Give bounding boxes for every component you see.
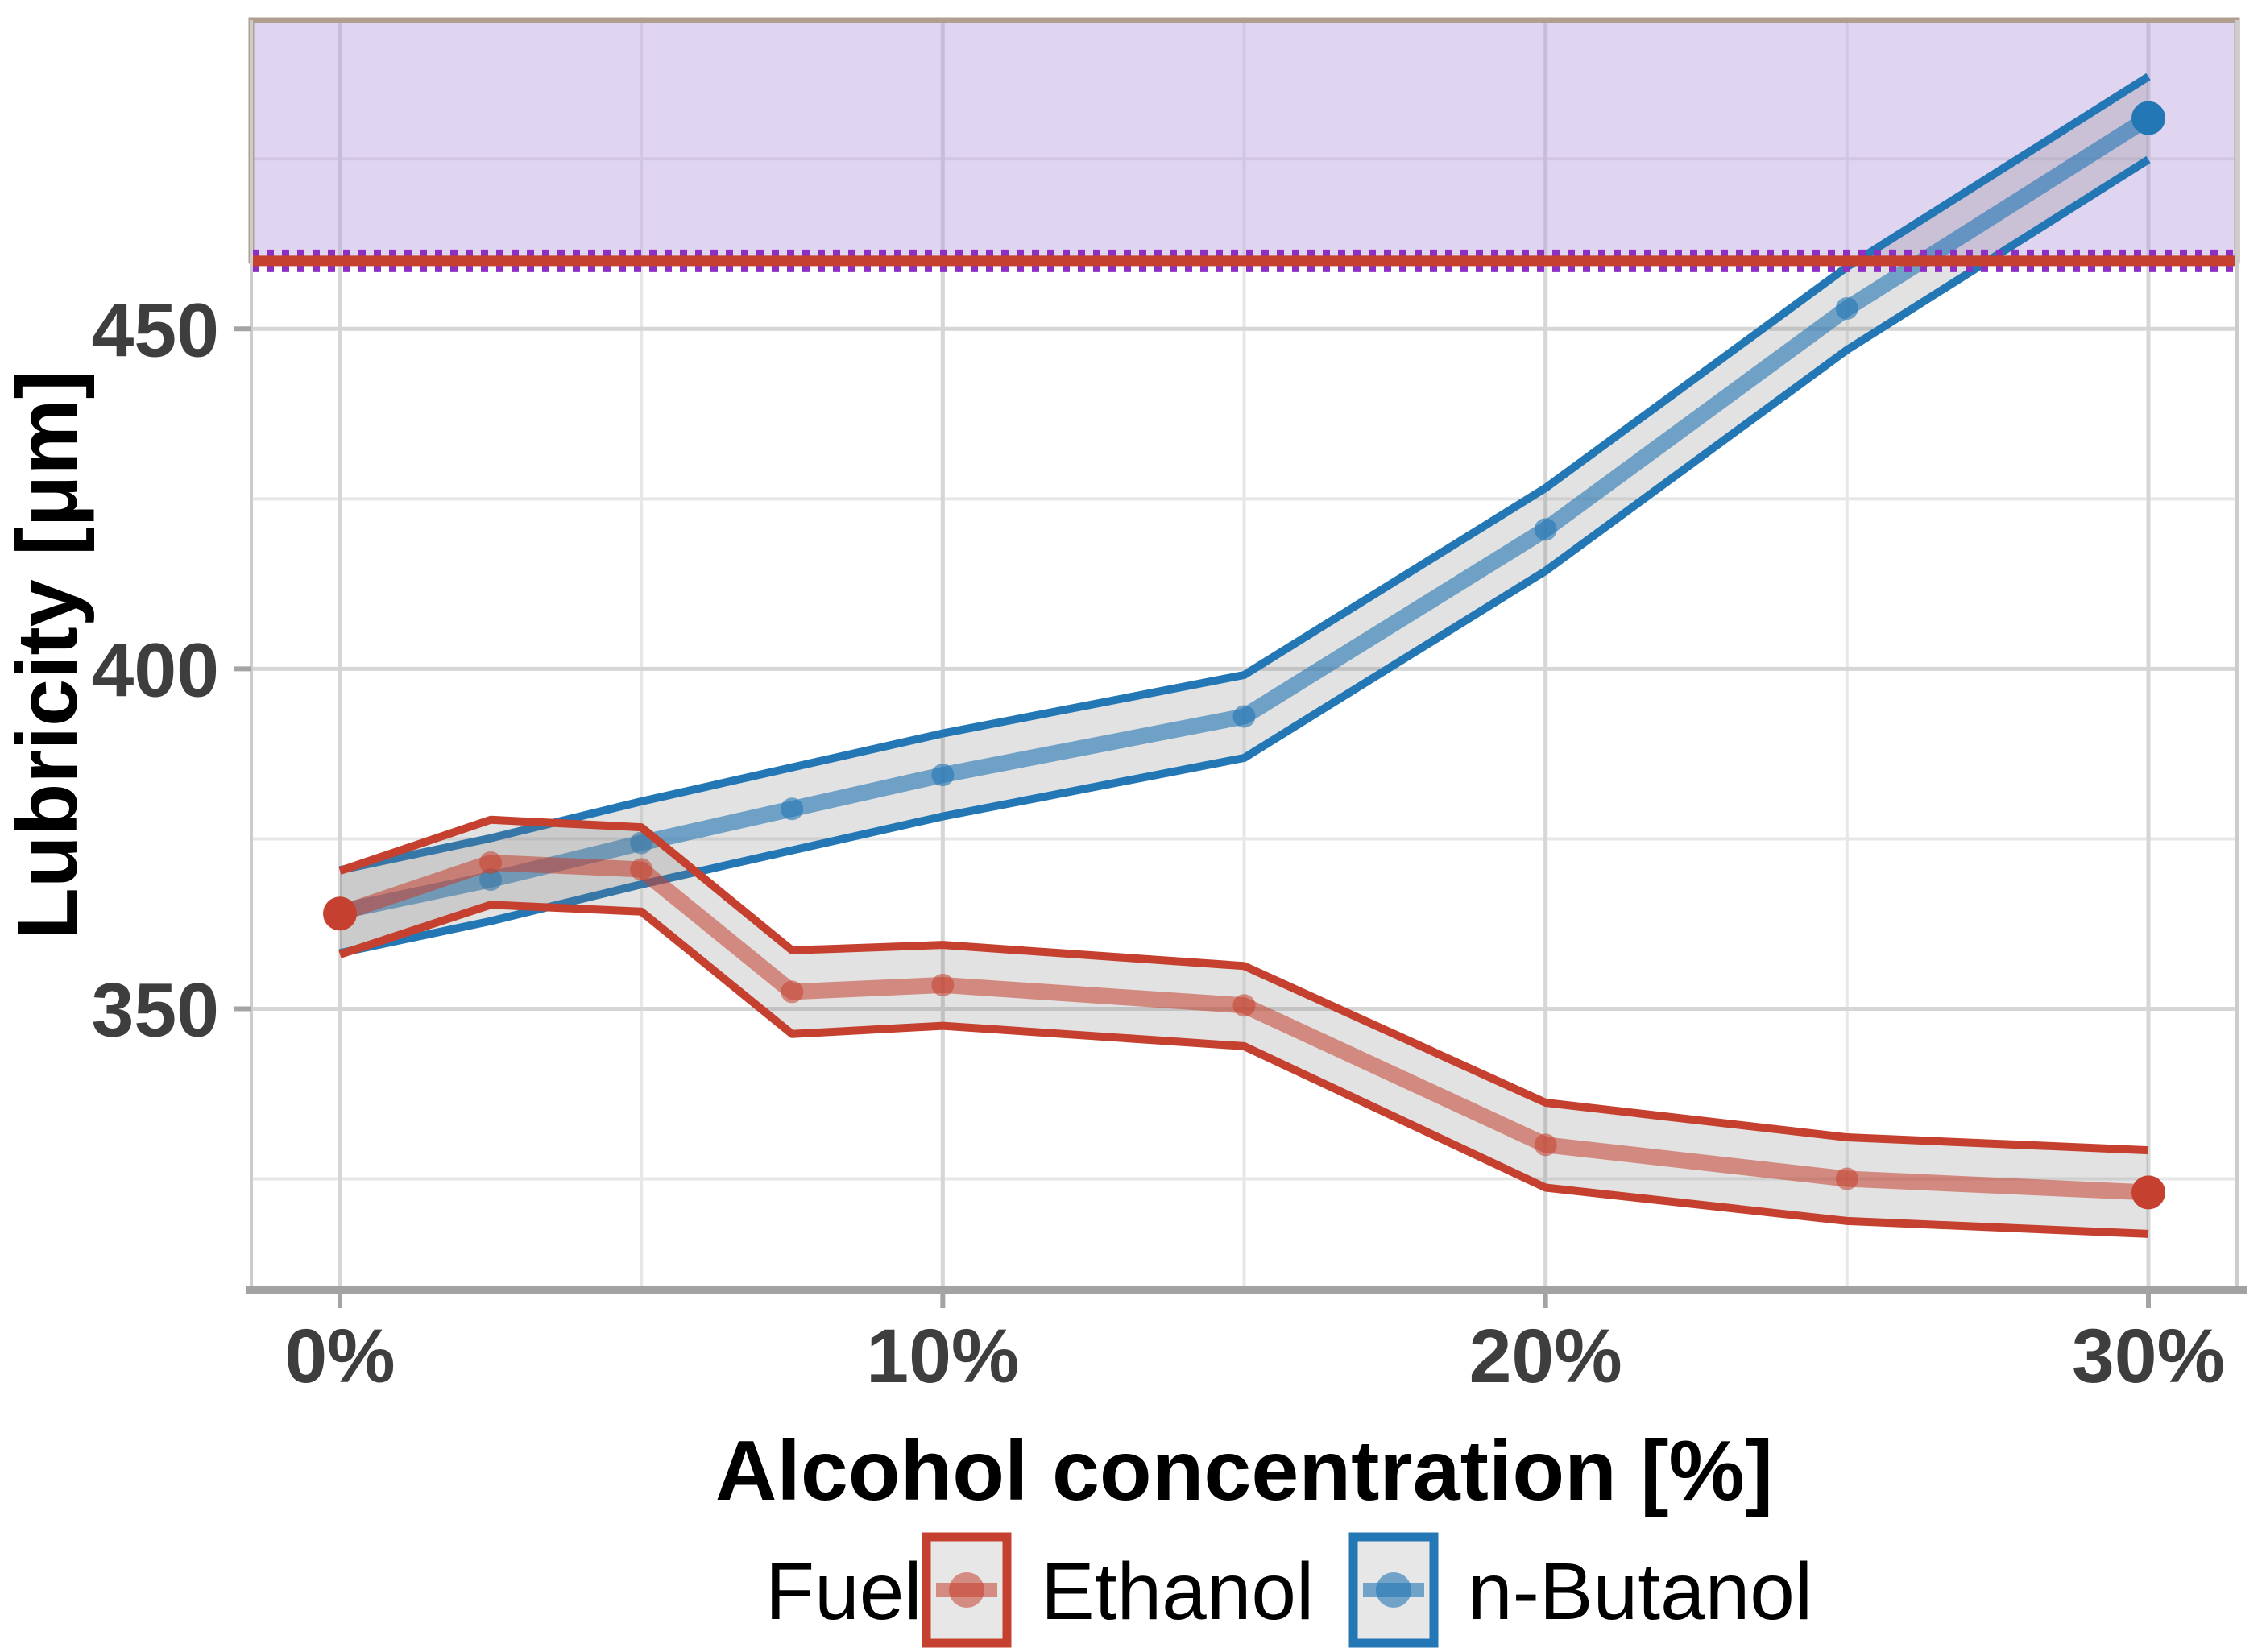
legend-key-point	[1376, 1572, 1411, 1608]
axes	[234, 20, 2247, 1308]
data-point	[931, 764, 955, 787]
endpoint-marker	[323, 896, 358, 931]
legend-key-point	[949, 1572, 984, 1608]
data-point	[1534, 1133, 1557, 1157]
data-point	[479, 851, 503, 874]
axis-tick-labels: 0% 10% 20% 30% 350 400 450	[91, 288, 2225, 1399]
data-point	[781, 980, 804, 1004]
y-tick-label: 400	[91, 627, 219, 713]
legend-item-n-butanol: n-Butanol	[1348, 1532, 1812, 1648]
gridlines	[251, 20, 2237, 1290]
x-tick-label: 20%	[1469, 1314, 1622, 1399]
endpoint-marker	[2131, 1175, 2165, 1210]
y-tick-label: 350	[91, 967, 219, 1053]
x-axis-title: Alcohol concentration [%]	[715, 1423, 1773, 1518]
y-tick-label: 450	[91, 288, 219, 373]
data-point	[1835, 1167, 1858, 1190]
series-layer	[323, 72, 2165, 1238]
legend-item-label: Ethanol	[1041, 1546, 1314, 1637]
x-tick-label: 30%	[2072, 1314, 2225, 1399]
legend-item-ethanol: Ethanol	[922, 1532, 1314, 1648]
data-point	[1534, 518, 1557, 541]
ribbon-upper-border	[338, 815, 2149, 1155]
data-point	[931, 973, 955, 996]
data-point	[781, 797, 804, 821]
series-ethanol	[323, 815, 2165, 1238]
data-point	[479, 868, 503, 892]
x-tick-label: 0%	[284, 1314, 395, 1399]
ribbon-lower-border	[338, 901, 2149, 1238]
data-point	[630, 858, 653, 881]
legend-title: Fuel	[765, 1546, 922, 1637]
legend: Fuel Ethanol n-Butanol	[765, 1532, 1812, 1648]
x-tick-label: 10%	[866, 1314, 1019, 1399]
endpoint-marker	[2131, 101, 2165, 135]
data-point	[630, 831, 653, 855]
legend-item-label: n-Butanol	[1468, 1546, 1812, 1637]
confidence-ribbon	[340, 819, 2148, 1234]
data-point	[1232, 994, 1256, 1017]
data-point	[1835, 296, 1858, 320]
data-point	[1232, 705, 1256, 728]
y-axis-title: Lubricity [μm]	[0, 371, 95, 940]
